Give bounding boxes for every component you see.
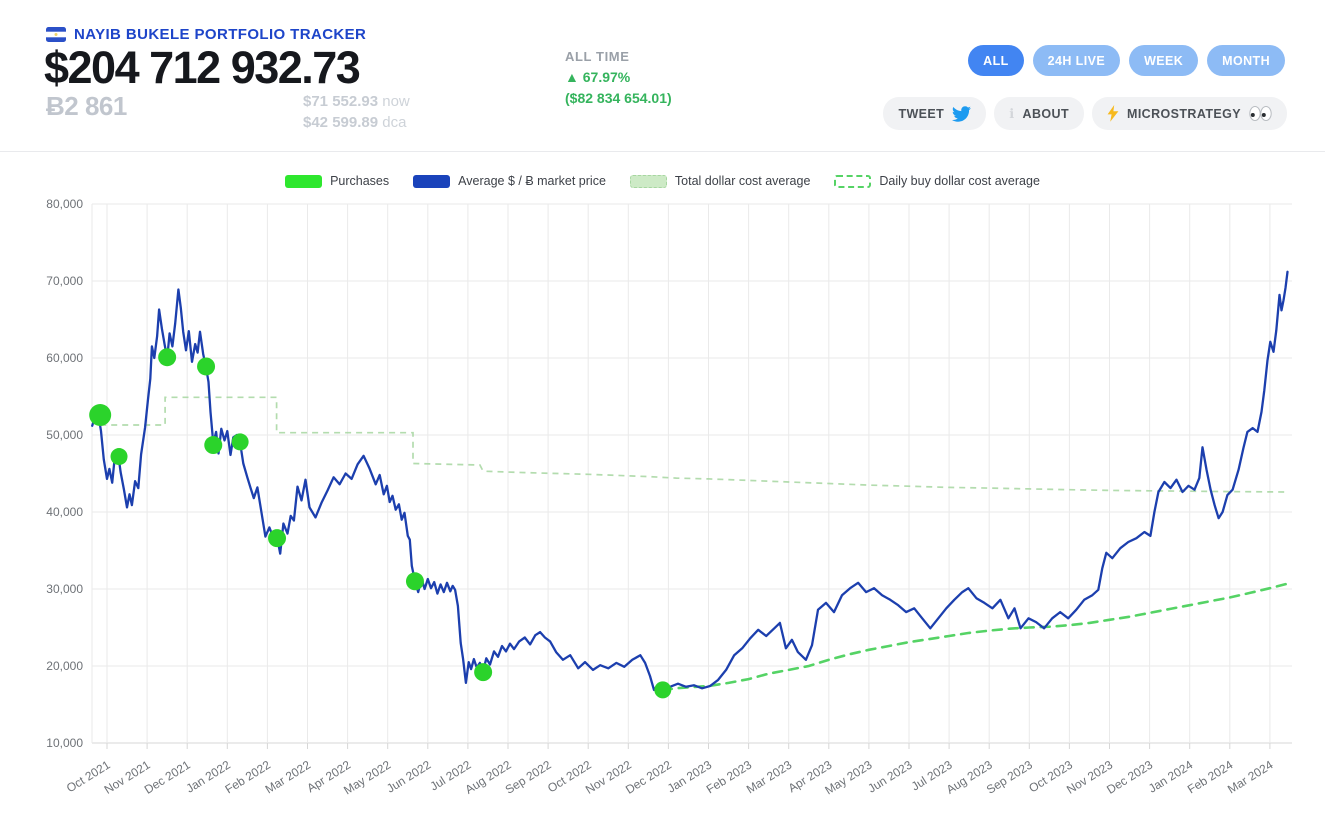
purchase-dot[interactable] (474, 663, 493, 682)
lightning-icon (1107, 105, 1119, 122)
price-line (91, 270, 1289, 692)
purchase-dot[interactable] (204, 436, 223, 455)
app-title-row: NAYIB BUKELE PORTFOLIO TRACKER (46, 26, 366, 43)
price-chart[interactable]: 10,000 20,000 30,000 40,000 50,000 60,000 70,0… (0, 152, 1325, 837)
range-button-week[interactable]: WEEK (1129, 45, 1199, 76)
chart-canvas[interactable]: 10,000 20,000 30,000 40,000 50,000 60,000 70,0… (0, 152, 1325, 837)
eyes-icon (1249, 106, 1272, 121)
svg-text:80,000: 80,000 (46, 197, 83, 211)
svg-text:Mar 2023: Mar 2023 (744, 758, 795, 797)
svg-text:Dec 2023: Dec 2023 (1104, 758, 1155, 797)
svg-text:70,000: 70,000 (46, 274, 83, 288)
purchase-dot[interactable] (197, 357, 216, 376)
purchase-dots (89, 348, 672, 699)
microstrategy-button[interactable]: MICROSTRATEGY (1092, 97, 1287, 130)
legend-item-daily-dca: Daily buy dollar cost average (834, 174, 1040, 188)
purchase-dot[interactable] (89, 403, 112, 426)
price-dca: $42 599.89 dca (303, 114, 407, 131)
total-dca-line (100, 396, 1288, 493)
chart-legend: Purchases Average $ / Ƀ market price Tot… (0, 174, 1325, 188)
legend-item-market-price: Average $ / Ƀ market price (413, 174, 606, 188)
legend-item-total-dca: Total dollar cost average (629, 174, 810, 188)
range-button-24h-live[interactable]: 24H LIVE (1032, 45, 1121, 76)
svg-text:30,000: 30,000 (46, 582, 83, 596)
purchase-dot[interactable] (110, 448, 128, 466)
svg-text:Mar 2024: Mar 2024 (1225, 758, 1276, 797)
purchase-dot[interactable] (158, 348, 177, 367)
purchase-dot[interactable] (405, 572, 424, 591)
tweet-button[interactable]: TWEET (883, 97, 987, 130)
svg-text:10,000: 10,000 (46, 736, 83, 750)
svg-text:20,000: 20,000 (46, 659, 83, 673)
action-buttons: TWEET ℹ ABOUT MICROSTRATEGY (883, 97, 1287, 130)
all-time-block: ALL TIME ▲ 67.97% ($82 834 654.01) (565, 46, 672, 109)
portfolio-value: $204 712 932.73 (44, 42, 361, 93)
all-time-label: ALL TIME (565, 49, 630, 64)
svg-text:Jun 2022: Jun 2022 (384, 758, 434, 796)
purchase-dot[interactable] (231, 433, 249, 451)
svg-text:Dec 2021: Dec 2021 (142, 758, 193, 797)
range-button-all[interactable]: ALL (968, 45, 1024, 76)
about-button[interactable]: ℹ ABOUT (994, 97, 1084, 130)
range-selector: ALL 24H LIVE WEEK MONTH (968, 45, 1285, 76)
el-salvador-flag-icon (46, 27, 66, 42)
header: NAYIB BUKELE PORTFOLIO TRACKER $204 712 … (0, 0, 1325, 152)
svg-text:50,000: 50,000 (46, 428, 83, 442)
all-time-change-pct: ▲ 67.97% (565, 69, 631, 85)
twitter-bird-icon (952, 105, 972, 122)
range-button-month[interactable]: MONTH (1207, 45, 1285, 76)
svg-text:60,000: 60,000 (46, 351, 83, 365)
y-grid-and-labels: 10,000 20,000 30,000 40,000 50,000 60,000 70,0… (46, 197, 1292, 750)
purchases-swatch-icon (285, 174, 323, 188)
purchase-dot[interactable] (654, 681, 672, 699)
svg-text:Dec 2022: Dec 2022 (623, 758, 674, 797)
btc-amount: Ƀ2 861 (46, 91, 127, 121)
market-price-swatch-icon (413, 174, 451, 188)
svg-text:Mar 2022: Mar 2022 (263, 758, 314, 797)
purchase-dot[interactable] (268, 529, 287, 548)
daily-dca-swatch-icon (834, 174, 872, 188)
svg-text:Sep 2022: Sep 2022 (503, 758, 554, 797)
page-title: NAYIB BUKELE PORTFOLIO TRACKER (74, 26, 367, 43)
legend-item-purchases: Purchases (285, 174, 389, 188)
svg-text:Jun 2023: Jun 2023 (865, 758, 915, 796)
info-icon: ℹ (1009, 105, 1015, 121)
price-now: $71 552.93 now (303, 93, 410, 110)
svg-text:Sep 2023: Sep 2023 (984, 758, 1035, 797)
daily-dca-line (661, 582, 1290, 692)
svg-text:40,000: 40,000 (46, 505, 83, 519)
price-now-dca: $71 552.93 now $42 599.89 dca (303, 91, 410, 133)
total-dca-swatch-icon (629, 174, 667, 188)
all-time-change-usd: ($82 834 654.01) (565, 90, 672, 106)
